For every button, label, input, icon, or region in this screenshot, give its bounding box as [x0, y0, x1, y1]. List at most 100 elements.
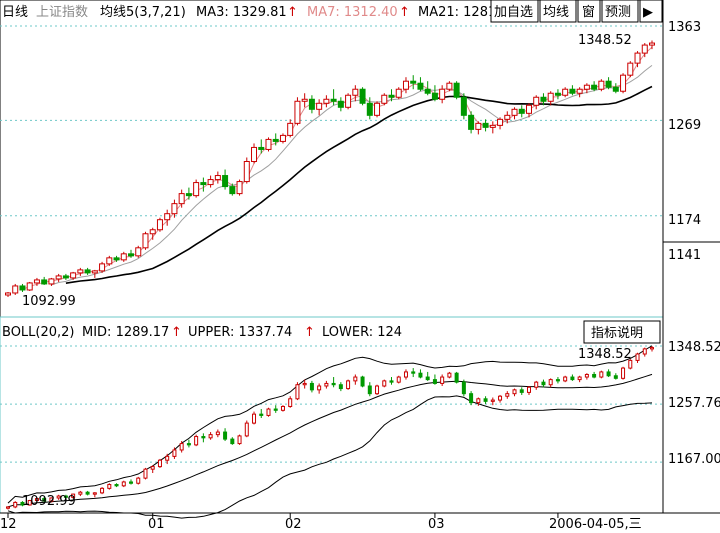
candle-body	[207, 179, 214, 186]
candle-body	[279, 134, 286, 142]
candle-body	[439, 88, 446, 100]
boll-lower-line	[7, 395, 653, 519]
candle-body	[12, 285, 19, 294]
indicator-help-button[interactable]: 指标说明	[583, 320, 661, 344]
boll-candle-body	[555, 379, 560, 382]
candle-body	[641, 44, 648, 54]
candle-body	[62, 275, 69, 279]
boll-candle-body	[259, 413, 264, 416]
boll-candle-body	[382, 380, 387, 387]
candle-body	[374, 102, 381, 116]
candle-body	[330, 98, 337, 102]
candle-body	[598, 80, 605, 90]
candle-body	[395, 88, 402, 98]
candle-body	[533, 96, 540, 106]
svg-text:预测: 预测	[605, 5, 631, 20]
candle-body	[634, 52, 641, 64]
boll-low-label: 1092.99	[22, 494, 76, 509]
boll-candle-body	[498, 395, 503, 401]
boll-lower: LOWER: 124	[322, 325, 402, 340]
candle-body	[424, 88, 431, 94]
boll-candle-body	[186, 443, 191, 446]
boll-candle-body	[230, 438, 235, 445]
candle-body	[77, 269, 84, 274]
boll-candle-body	[13, 501, 18, 508]
boll-candle-body	[150, 466, 155, 470]
boll-candle-body	[418, 372, 423, 378]
candle-body	[236, 181, 243, 195]
boll-candle-body	[570, 376, 575, 381]
candle-body	[518, 108, 525, 114]
candle-body	[251, 146, 258, 162]
candle-body	[649, 42, 655, 46]
boll-candle-body	[6, 506, 10, 509]
boll-candle-body	[244, 422, 249, 437]
candle-body	[525, 104, 532, 114]
boll-candle-body	[317, 385, 322, 391]
candle-body	[612, 86, 619, 92]
candle-body	[222, 175, 229, 188]
boll-candle-body	[129, 481, 134, 484]
boll-candle-body	[512, 389, 517, 395]
boll-tick-mid: 1257.76	[668, 396, 720, 411]
candle-body	[156, 219, 163, 231]
candle-body	[120, 253, 127, 261]
high-label: 1348.52	[578, 33, 632, 48]
candle-body	[294, 100, 301, 124]
candle-body	[468, 114, 475, 130]
boll-candle-body	[179, 443, 184, 451]
boll-candle-body	[107, 484, 112, 489]
collapse-panel-button[interactable]: ▶	[639, 0, 663, 23]
forecast-button[interactable]: 预测	[601, 0, 639, 23]
boll-candle-body	[642, 348, 647, 355]
main-tick-1141: 1141	[668, 248, 701, 263]
boll-candle-body	[295, 384, 300, 400]
candle-body	[431, 92, 438, 100]
boll-candle-body	[114, 484, 119, 487]
main-tick-1363: 1363	[668, 20, 701, 35]
candle-body	[164, 213, 171, 221]
boll-candle-body	[650, 347, 654, 350]
window-button[interactable]: 窗	[577, 0, 601, 23]
boll-candle-body	[353, 376, 358, 382]
ma-button[interactable]: 均线	[539, 0, 577, 23]
candle-body	[460, 96, 467, 116]
boll-candle-body	[92, 492, 97, 495]
main-tick-1269: 1269	[668, 118, 701, 133]
boll-candle-body	[338, 384, 343, 390]
boll-candle-body	[208, 434, 213, 439]
add-watch-button[interactable]: 加自选	[490, 0, 539, 23]
candle-body	[504, 114, 511, 120]
candle-body	[591, 84, 598, 90]
boll-candle-body	[194, 436, 199, 446]
candle-body	[337, 100, 344, 108]
boll-candle-body	[411, 371, 416, 374]
candle-body	[185, 193, 192, 197]
boll-mid-line	[7, 373, 653, 508]
boll-candle-body	[519, 389, 524, 393]
candle-body	[135, 247, 142, 257]
svg-text:指标说明: 指标说明	[591, 326, 643, 341]
candle-body	[554, 92, 561, 96]
candles-boll	[6, 346, 654, 510]
candle-body	[605, 80, 612, 88]
boll-candle-body	[541, 381, 546, 386]
boll-candle-body	[165, 455, 170, 461]
boll-candle-body	[215, 431, 220, 436]
boll-candle-body	[635, 353, 640, 361]
boll-candle-body	[592, 373, 597, 378]
boll-candle-body	[360, 376, 365, 387]
boll-upper-arrow: ↑	[304, 325, 315, 340]
candle-body	[149, 229, 156, 235]
svg-text:窗: 窗	[582, 4, 595, 20]
boll-candle-body	[483, 398, 488, 402]
candle-body	[5, 292, 11, 296]
boll-high-label: 1348.52	[578, 347, 632, 362]
boll-candle-body	[273, 408, 278, 411]
candle-body	[142, 233, 149, 249]
boll-candle-body	[389, 380, 394, 383]
svg-text:均线: 均线	[543, 5, 569, 20]
candle-body	[323, 98, 330, 104]
ma21-value: MA21: 1281	[418, 5, 496, 20]
